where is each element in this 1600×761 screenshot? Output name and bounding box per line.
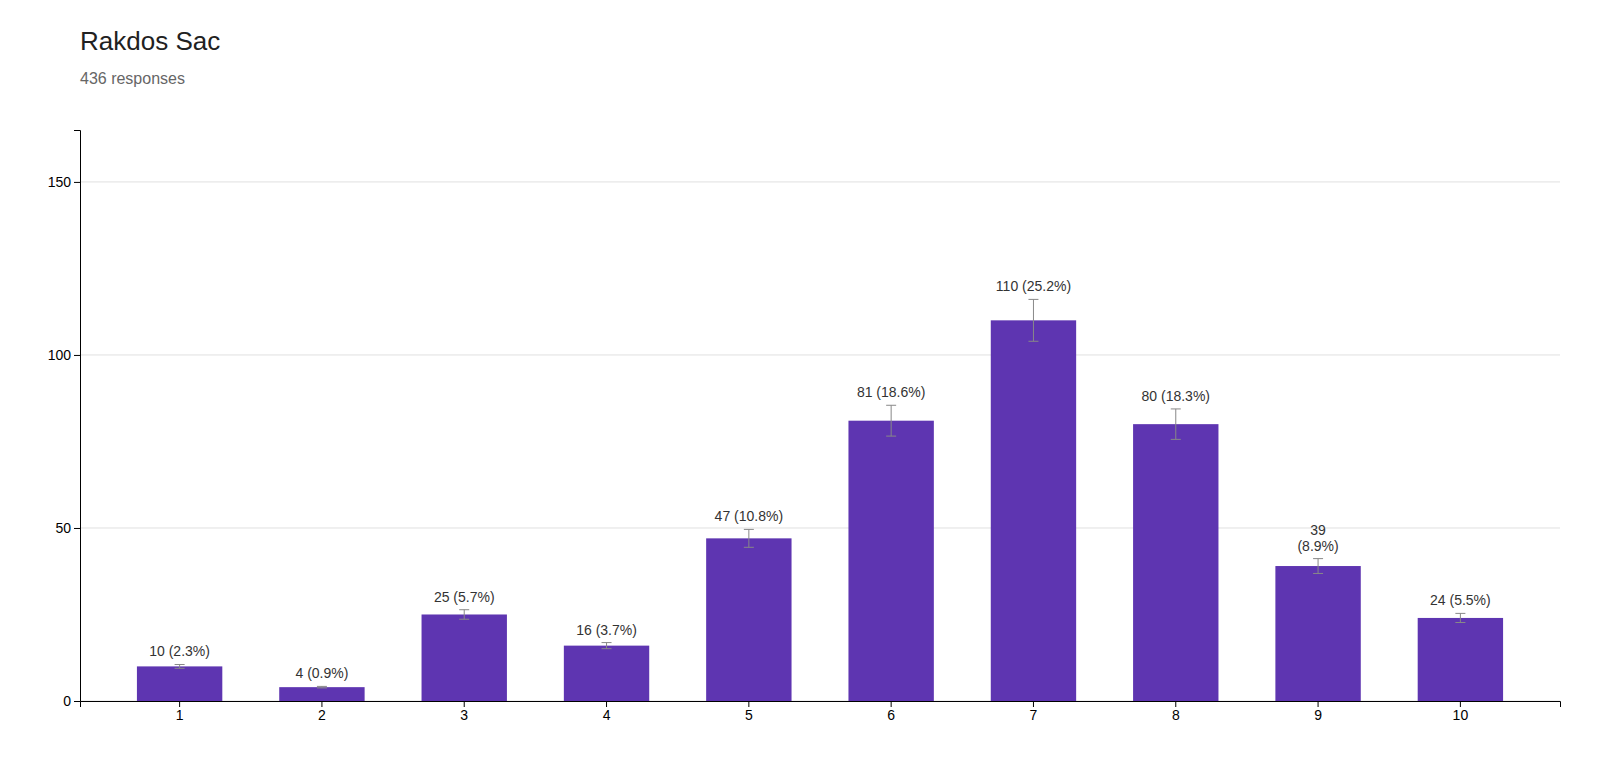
x-tick-label: 8 xyxy=(1172,707,1180,723)
data-label-line: 80 (18.3%) xyxy=(1142,388,1210,404)
y-tick-label: 50 xyxy=(55,520,71,536)
bar xyxy=(564,646,649,701)
grid xyxy=(80,182,1560,701)
y-axis: 0 50 100 150 xyxy=(48,131,81,709)
grid-line xyxy=(80,527,1560,528)
x-tick-label: 3 xyxy=(460,707,468,723)
error-bar xyxy=(317,686,327,688)
x-tick: 2 xyxy=(318,701,326,723)
data-label-line: 39 xyxy=(1310,522,1326,538)
bar xyxy=(706,538,791,701)
y-tick: 50 xyxy=(55,520,80,536)
marks xyxy=(137,299,1503,701)
y-tick: 0 xyxy=(63,693,80,709)
x-tick-label: 6 xyxy=(887,707,895,723)
y-tick-mark xyxy=(74,528,80,529)
x-tick: 6 xyxy=(887,701,895,723)
data-labels: 10 (2.3%) 4 (0.9%) 25 (5.7%) 16 (3.7%) 47 (1… xyxy=(149,278,1490,681)
x-tick-label: 10 xyxy=(1453,707,1469,723)
data-label-line: 25 (5.7%) xyxy=(434,589,495,605)
bar xyxy=(1275,566,1360,701)
data-label-line: 110 (25.2%) xyxy=(996,278,1071,294)
error-bar xyxy=(602,643,612,649)
y-tick: 150 xyxy=(48,174,80,190)
x-tick: 4 xyxy=(603,701,611,723)
error-bar xyxy=(1028,299,1038,341)
x-tick-label: 1 xyxy=(176,707,184,723)
data-label: 25 (5.7%) xyxy=(434,589,495,605)
y-tick-mark xyxy=(74,182,80,183)
data-label: 81 (18.6%) xyxy=(857,384,925,400)
error-bar xyxy=(744,529,754,547)
error-bar xyxy=(1313,559,1323,574)
bar xyxy=(422,614,507,701)
y-tick-label: 0 xyxy=(63,693,71,709)
error-bar xyxy=(886,405,896,436)
x-tick-label: 4 xyxy=(603,707,611,723)
data-label-line: 10 (2.3%) xyxy=(149,643,210,659)
bar xyxy=(991,320,1076,701)
x-tick: 8 xyxy=(1172,701,1180,723)
x-axis: 1 2 3 4 5 6 7 8 9 10 xyxy=(81,701,1561,723)
bar xyxy=(848,421,933,701)
data-label-line: 4 (0.9%) xyxy=(295,665,348,681)
x-tick-label: 9 xyxy=(1314,707,1322,723)
y-tick: 100 xyxy=(48,347,80,363)
subtitle: 436 responses xyxy=(80,70,185,87)
bar xyxy=(279,687,364,701)
y-tick-label: 150 xyxy=(48,174,72,190)
x-tick: 7 xyxy=(1030,701,1038,723)
title: Rakdos Sac xyxy=(80,26,220,56)
x-tick-label: 7 xyxy=(1030,707,1038,723)
data-label-line: 47 (10.8%) xyxy=(715,508,783,524)
error-bar xyxy=(1455,613,1465,622)
data-label-line: 16 (3.7%) xyxy=(576,622,637,638)
grid-line xyxy=(80,354,1560,355)
data-label-line: (8.9%) xyxy=(1297,538,1338,554)
y-tick-mark xyxy=(74,355,80,356)
grid-line xyxy=(80,181,1560,182)
x-tick: 9 xyxy=(1314,701,1322,723)
y-tick-label: 100 xyxy=(48,347,72,363)
data-label: 16 (3.7%) xyxy=(576,622,637,638)
x-tick-label: 2 xyxy=(318,707,326,723)
error-bar xyxy=(459,610,469,620)
chart: Rakdos Sac 436 responses 0 50 100 150 1 2 3 4 5 6 7 8… xyxy=(0,0,1600,761)
bar xyxy=(1418,618,1503,701)
data-label: 24 (5.5%) xyxy=(1430,592,1491,608)
data-label: 4 (0.9%) xyxy=(295,665,348,681)
data-label: 10 (2.3%) xyxy=(149,643,210,659)
data-label: 47 (10.8%) xyxy=(715,508,783,524)
data-label: 39(8.9%) xyxy=(1297,522,1338,554)
bar xyxy=(1133,424,1218,701)
x-tick: 3 xyxy=(460,701,468,723)
plot: 0 50 100 150 1 2 3 4 5 6 7 8 9 10 10 (2.3%) 4 (0.9%) 25 … xyxy=(48,131,1561,723)
x-axis-line xyxy=(81,702,1561,708)
x-tick: 1 xyxy=(176,701,184,723)
error-bar xyxy=(1171,409,1181,439)
y-tick-mark xyxy=(74,701,80,702)
y-axis-line xyxy=(74,131,81,702)
x-tick: 10 xyxy=(1453,701,1469,723)
data-label-line: 81 (18.6%) xyxy=(857,384,925,400)
data-label: 110 (25.2%) xyxy=(996,278,1071,294)
data-label: 80 (18.3%) xyxy=(1142,388,1210,404)
data-label-line: 24 (5.5%) xyxy=(1430,592,1491,608)
bar xyxy=(137,666,222,701)
x-tick-label: 5 xyxy=(745,707,753,723)
error-bar xyxy=(175,664,185,668)
x-tick: 5 xyxy=(745,701,753,723)
